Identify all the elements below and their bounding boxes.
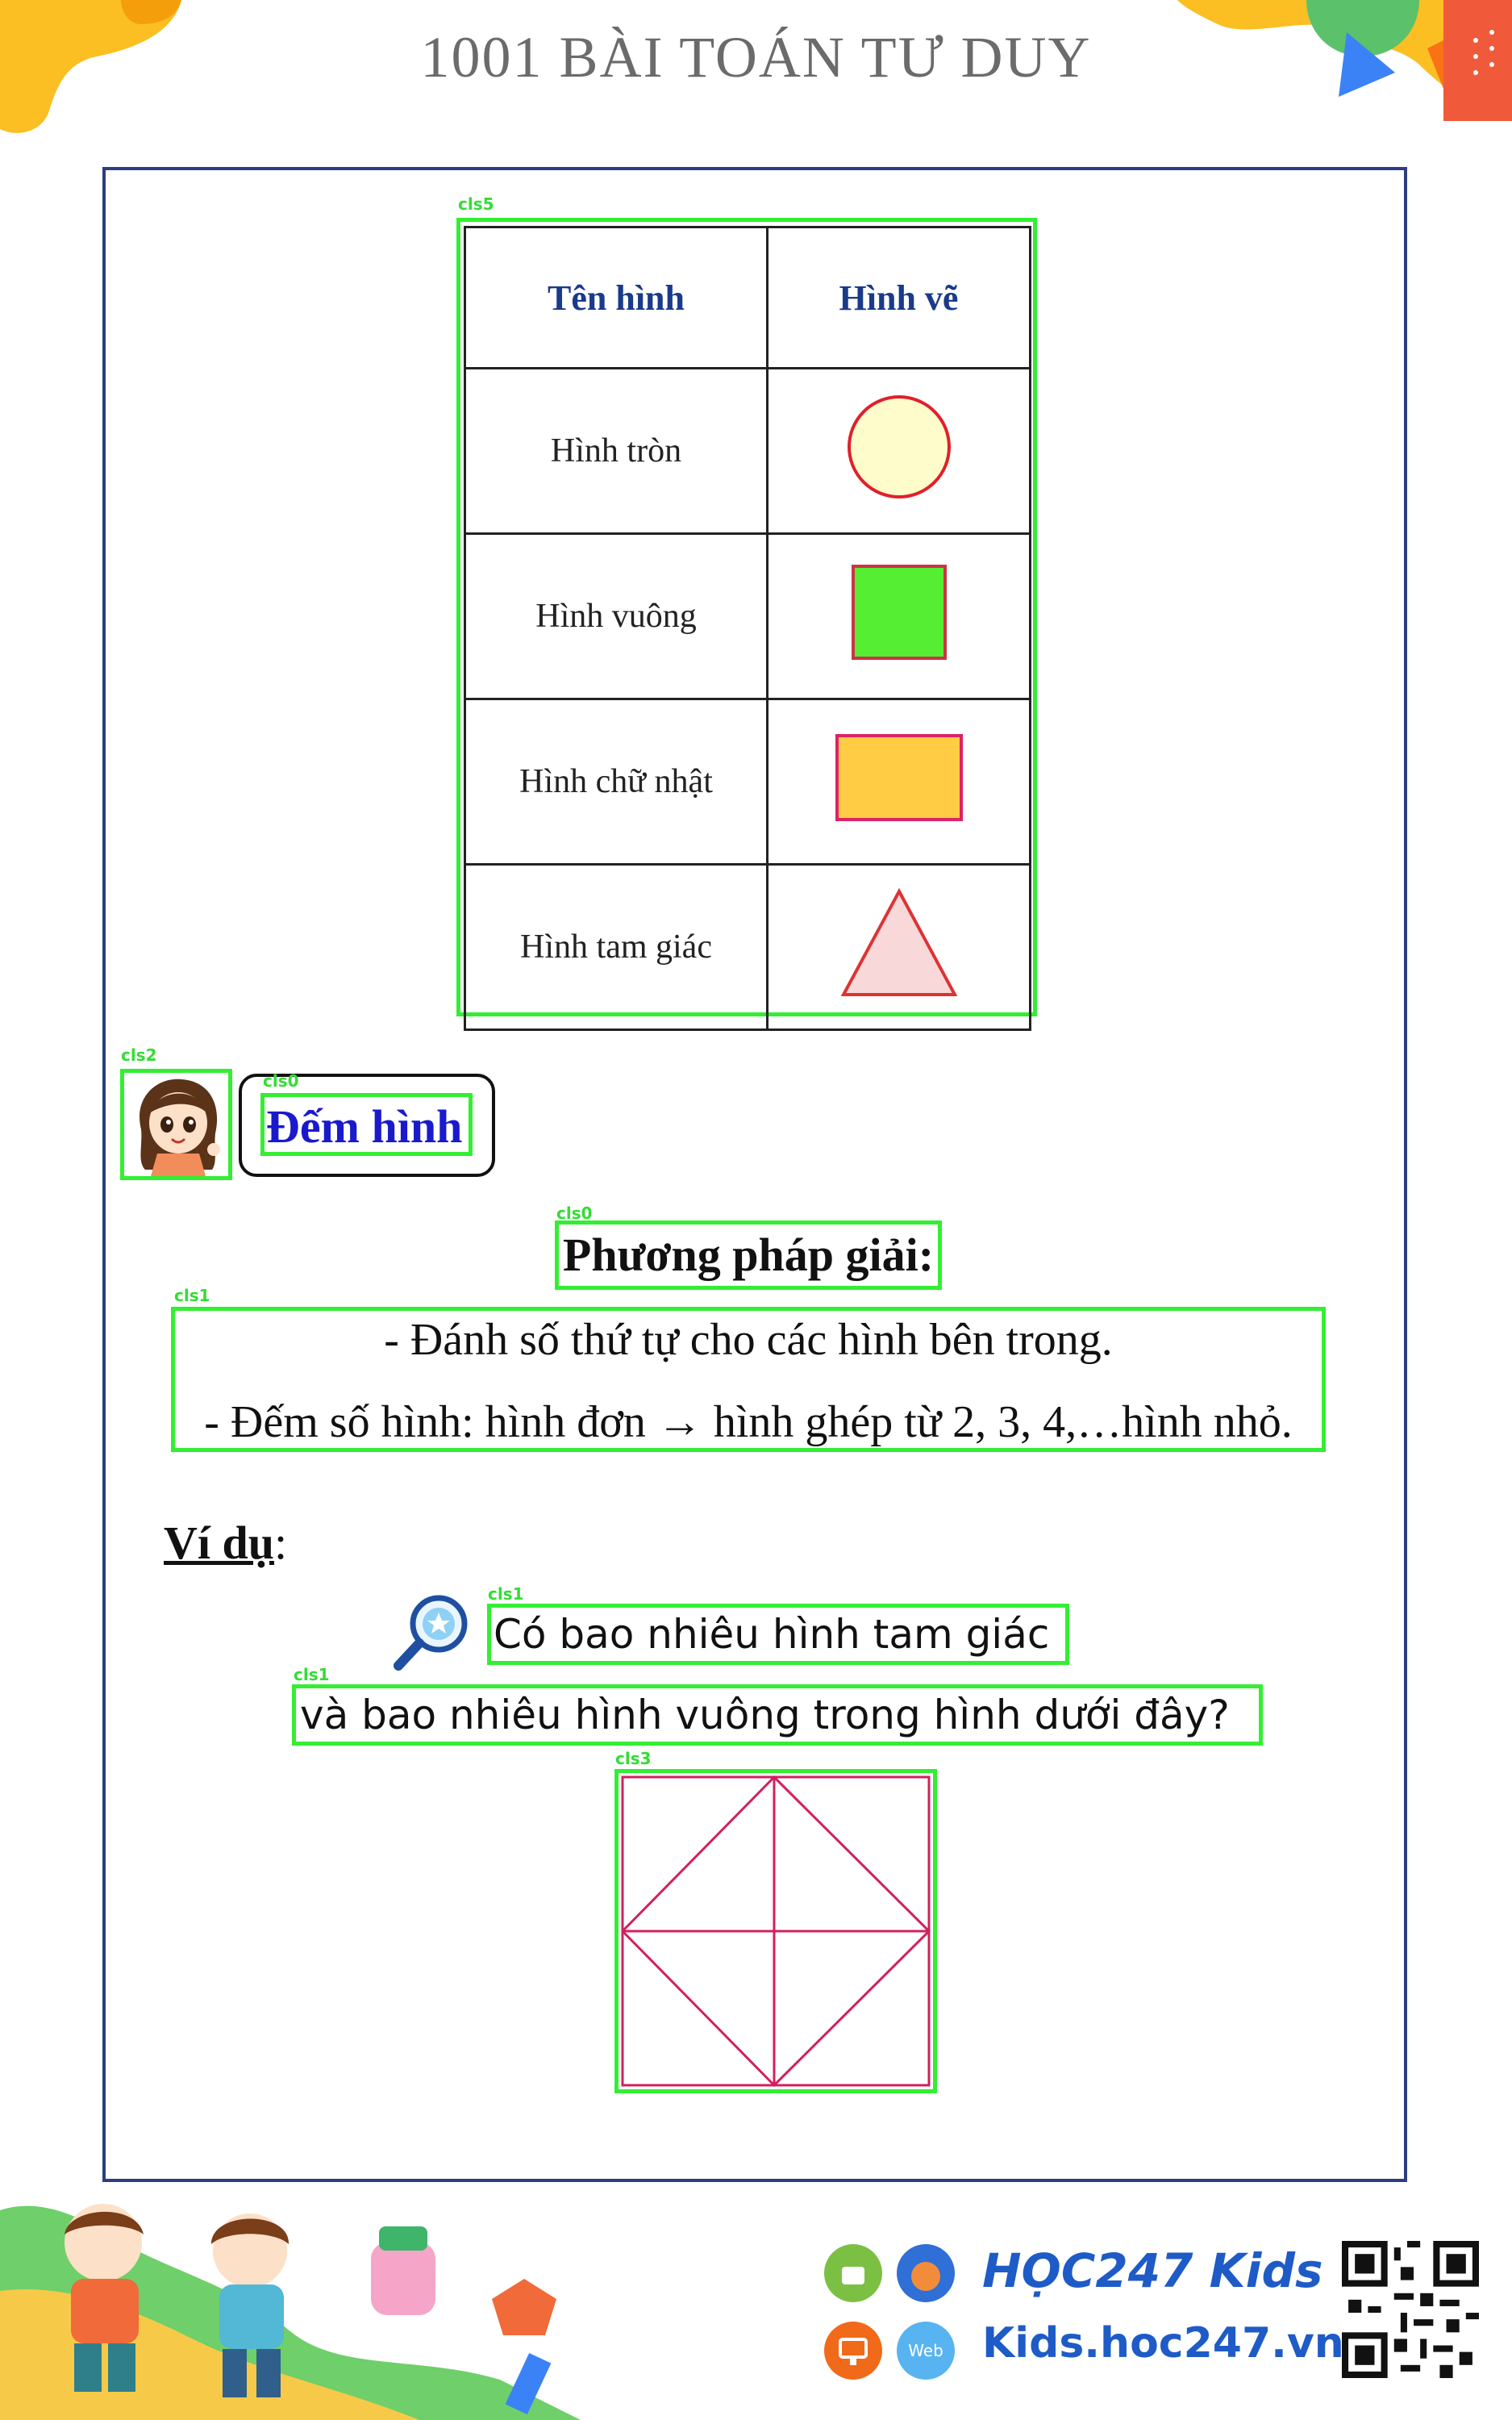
footer-brand: HỌC247 Kids xyxy=(982,2243,1323,2298)
shape-name-square: Hình vuông xyxy=(464,532,768,700)
method-title-detection-box xyxy=(555,1220,942,1290)
shape-name-rectangle: Hình chữ nhật xyxy=(464,698,768,866)
web-badge-label: Web xyxy=(908,2341,943,2360)
geometry-figure xyxy=(621,1775,931,2087)
mascot-app-icon xyxy=(897,2244,955,2302)
question-line-1: Có bao nhiêu hình tam giác xyxy=(494,1611,1050,1658)
footer-url[interactable]: Kids.hoc247.vn xyxy=(982,2319,1344,2368)
method-detection-box xyxy=(171,1307,1326,1452)
example-label-colon: : xyxy=(274,1517,288,1569)
header-decoration-right xyxy=(1177,0,1512,121)
method-step-1: - Đánh số thứ tự cho các hình bên trong. xyxy=(384,1315,1113,1365)
table-header-row: Tên hình Hình vẽ xyxy=(464,226,1031,369)
section-title-detection-box xyxy=(260,1093,473,1156)
android-apple-icon xyxy=(824,2244,882,2302)
avatar-detection-label: cls2 xyxy=(121,1045,157,1065)
table-header-drawing: Hình vẽ xyxy=(766,226,1031,369)
header-decoration-left xyxy=(0,0,181,133)
question-line-2-detection-box xyxy=(292,1684,1263,1746)
question-line-1-detection-label: cls1 xyxy=(488,1584,524,1604)
shape-name-circle: Hình tròn xyxy=(464,367,768,535)
example-label: Ví dụ: xyxy=(164,1515,287,1571)
question-line-2-detection-label: cls1 xyxy=(294,1665,330,1684)
table-detection-label: cls5 xyxy=(458,194,494,214)
square-icon xyxy=(851,564,947,660)
table-row: Hình tròn xyxy=(464,367,1031,535)
shape-name-triangle: Hình tam giác xyxy=(464,863,768,1031)
figure-detection-box xyxy=(614,1769,937,2093)
method-step-2: - Đếm số hình: hình đơn → hình ghép từ 2… xyxy=(204,1397,1293,1447)
shape-drawing-square xyxy=(766,532,1031,700)
method-title-detection-label: cls0 xyxy=(556,1204,593,1223)
method-title: Phương pháp giải: xyxy=(562,1229,935,1281)
qr-code-icon[interactable] xyxy=(1342,2241,1479,2378)
shape-drawing-triangle xyxy=(766,863,1031,1031)
circle-icon xyxy=(847,394,951,499)
example-label-text: Ví dụ xyxy=(164,1517,275,1569)
shapes-table: Tên hình Hình vẽ Hình tròn Hình vuông Hì… xyxy=(464,226,1031,1031)
desktop-icon xyxy=(824,2322,882,2380)
question-line-1-detection-box xyxy=(487,1604,1069,1665)
content-frame xyxy=(102,167,1407,2182)
shape-drawing-circle xyxy=(766,367,1031,535)
triangle-icon xyxy=(840,887,957,996)
avatar-detection-box xyxy=(120,1069,232,1180)
footer-decoration-left xyxy=(0,2204,581,2420)
question-line-2: và bao nhiêu hình vuông trong hình dưới … xyxy=(300,1692,1230,1738)
table-row: Hình vuông xyxy=(464,532,1031,700)
header-title: 1001 BÀI TOÁN TƯ DUY xyxy=(420,25,1092,90)
rectangle-icon xyxy=(835,733,963,821)
section-title: Đếm hình xyxy=(266,1100,463,1153)
girl-avatar-icon xyxy=(140,1079,220,1176)
method-detection-label: cls1 xyxy=(174,1286,210,1305)
table-row: Hình chữ nhật xyxy=(464,698,1031,866)
table-header-name: Tên hình xyxy=(464,226,768,369)
web-icon xyxy=(897,2322,955,2380)
section-title-detection-label: cls0 xyxy=(263,1071,299,1091)
table-row: Hình tam giác xyxy=(464,863,1031,1031)
magnifier-icon xyxy=(394,1595,468,1671)
shape-drawing-rectangle xyxy=(766,698,1031,866)
figure-detection-label: cls3 xyxy=(615,1749,652,1768)
section-title-pill xyxy=(239,1074,495,1177)
